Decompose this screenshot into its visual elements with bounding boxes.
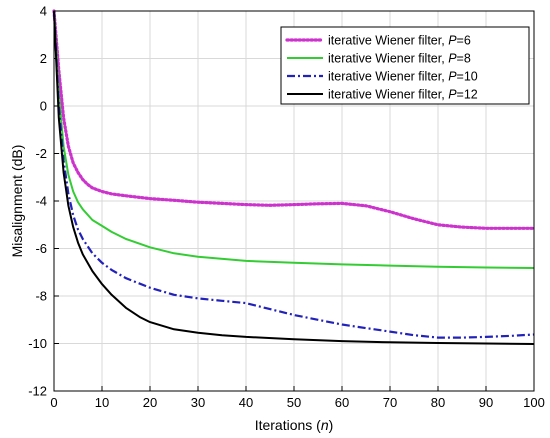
legend-label-3: iterative Wiener filter, P=10 — [328, 70, 478, 84]
legend-param-var: P — [448, 34, 457, 48]
legend-param-value: =10 — [457, 70, 478, 84]
y-axis-label: Misalignment (dB) — [9, 145, 25, 258]
series-line-4 — [53, 10, 535, 345]
series-lines — [52, 9, 536, 345]
y-tick-label: -4 — [35, 194, 47, 209]
y-tick-label: 4 — [40, 4, 47, 19]
x-tick-label: 40 — [239, 395, 253, 410]
legend-label-2: iterative Wiener filter, P=8 — [328, 52, 471, 66]
x-tick-label: 50 — [287, 395, 301, 410]
x-tick-label: 20 — [143, 395, 157, 410]
legend-param-value: =12 — [457, 88, 478, 102]
x-tick-label: 10 — [95, 395, 109, 410]
x-tick-label: 0 — [50, 395, 57, 410]
legend-label-1: iterative Wiener filter, P=6 — [328, 34, 471, 48]
legend-param-value: =6 — [457, 34, 471, 48]
y-tick-label: 2 — [40, 51, 47, 66]
x-tick-label: 80 — [431, 395, 445, 410]
y-tick-label: -10 — [28, 336, 47, 351]
x-tick-label: 100 — [523, 395, 545, 410]
y-tick-label: -8 — [35, 289, 47, 304]
plot-frame — [53, 10, 535, 392]
legend-series-name: iterative Wiener filter, — [328, 70, 448, 84]
x-tick-label: 30 — [191, 395, 205, 410]
legend-param-var: P — [448, 88, 457, 102]
series-line-2 — [53, 10, 535, 269]
x-tick-label: 60 — [335, 395, 349, 410]
legend-param-var: P — [448, 52, 457, 66]
y-tick-label: -6 — [35, 241, 47, 256]
y-tick-label: -12 — [28, 384, 47, 399]
series-line-3 — [52, 10, 535, 339]
x-tick-label: 70 — [383, 395, 397, 410]
x-tick-label: 90 — [479, 395, 493, 410]
legend-series-name: iterative Wiener filter, — [328, 34, 448, 48]
y-tick-label: 0 — [40, 99, 47, 114]
legend-param-var: P — [448, 70, 457, 84]
legend-series-name: iterative Wiener filter, — [328, 52, 448, 66]
legend-label-4: iterative Wiener filter, P=12 — [328, 88, 478, 102]
legend-param-value: =8 — [457, 52, 471, 66]
legend-series-name: iterative Wiener filter, — [328, 88, 448, 102]
legend-box — [280, 26, 530, 105]
y-tick-label: -2 — [35, 146, 47, 161]
series-line-1 — [52, 9, 536, 230]
x-axis-label: Iterations (n) — [255, 417, 334, 433]
